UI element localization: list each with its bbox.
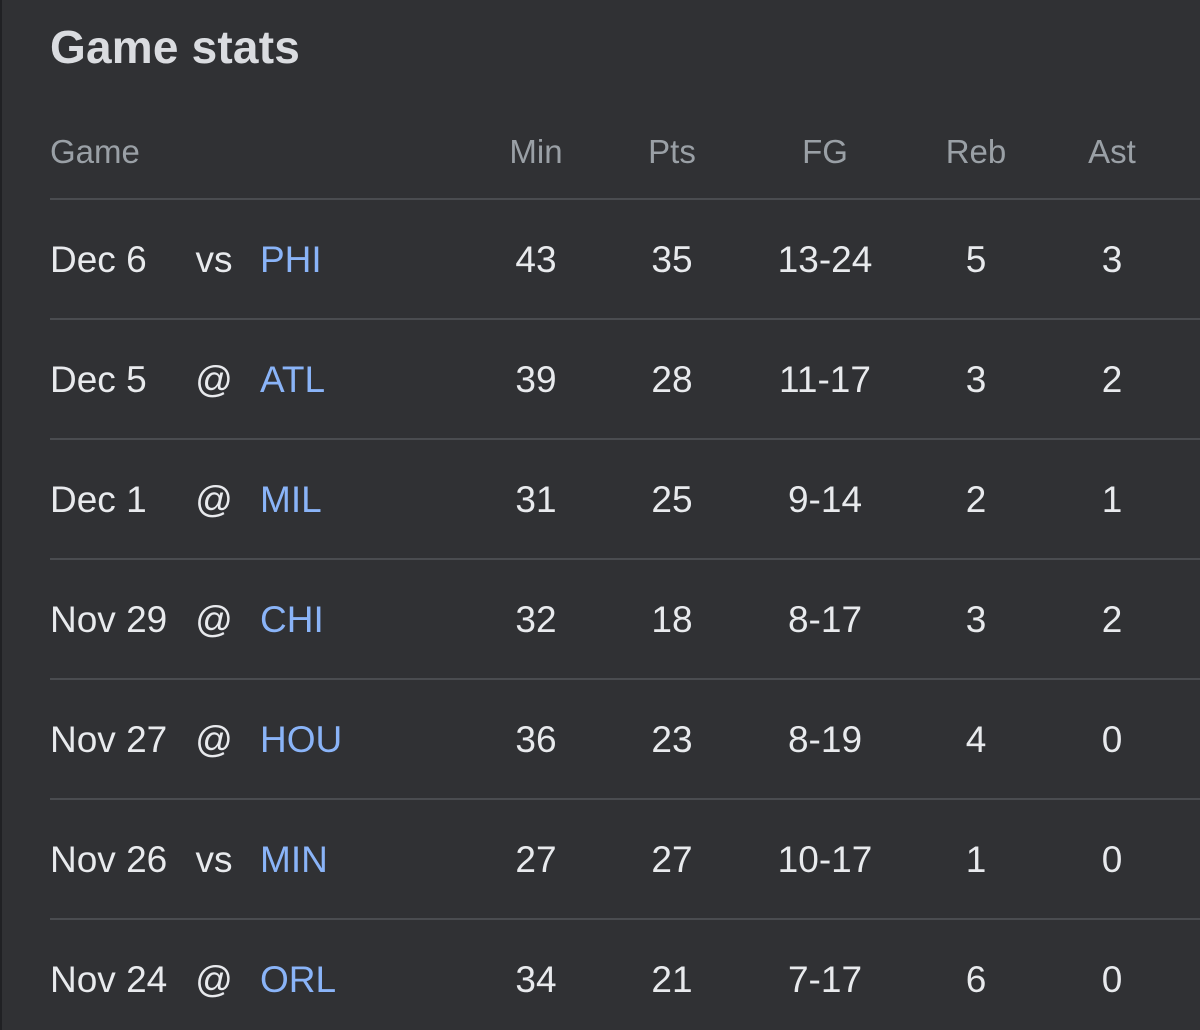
game-location: @ xyxy=(195,599,233,640)
stat-reb: 1 xyxy=(965,839,987,880)
header-fg: FG xyxy=(802,133,848,170)
stat-ast: 0 xyxy=(1101,839,1123,880)
header-reb: Reb xyxy=(945,133,1007,170)
stat-min: 43 xyxy=(515,239,557,280)
stat-ast: 1 xyxy=(1101,479,1123,520)
game-date: Dec 5 xyxy=(50,359,147,400)
stat-reb: 3 xyxy=(965,359,987,400)
game-date: Nov 24 xyxy=(50,959,168,1000)
table-row[interactable]: Dec 6 vs PHI 43 35 13-24 5 3 xyxy=(50,200,1200,320)
game-location: @ xyxy=(195,719,233,760)
stat-pts: 18 xyxy=(651,599,693,640)
opponent-link[interactable]: ATL xyxy=(260,359,326,400)
table-row[interactable]: Nov 24 @ ORL 34 21 7-17 6 0 xyxy=(50,920,1200,1030)
table-row[interactable]: Dec 1 @ MIL 31 25 9-14 2 1 xyxy=(50,440,1200,560)
stat-fg: 13-24 xyxy=(777,239,873,280)
header-game: Game xyxy=(50,133,140,170)
stat-ast: 2 xyxy=(1101,599,1123,640)
header-min: Min xyxy=(509,133,563,170)
card-title: Game stats xyxy=(50,21,301,73)
stat-reb: 4 xyxy=(965,719,987,760)
header-ast: Ast xyxy=(1088,133,1136,170)
stat-pts: 23 xyxy=(651,719,693,760)
stat-reb: 3 xyxy=(965,599,987,640)
stat-ast: 3 xyxy=(1101,239,1123,280)
game-date: Nov 29 xyxy=(50,599,168,640)
game-location: @ xyxy=(195,959,233,1000)
stat-pts: 28 xyxy=(651,359,693,400)
game-date: Nov 26 xyxy=(50,839,168,880)
stat-fg: 9-14 xyxy=(787,479,863,520)
opponent-link[interactable]: CHI xyxy=(260,599,324,640)
stat-reb: 6 xyxy=(965,959,987,1000)
stat-pts: 35 xyxy=(651,239,693,280)
opponent-link[interactable]: MIL xyxy=(260,479,322,520)
table-row[interactable]: Dec 5 @ ATL 39 28 11-17 3 2 xyxy=(50,320,1200,440)
opponent-link[interactable]: HOU xyxy=(260,719,343,760)
stat-pts: 27 xyxy=(651,839,693,880)
stat-min: 34 xyxy=(515,959,557,1000)
table-header-row: Game Min Pts FG Reb Ast xyxy=(50,112,1200,200)
stat-fg: 11-17 xyxy=(779,359,871,400)
table-row[interactable]: Nov 26 vs MIN 27 27 10-17 1 0 xyxy=(50,800,1200,920)
stat-pts: 25 xyxy=(651,479,693,520)
game-date: Nov 27 xyxy=(50,719,168,760)
game-location: @ xyxy=(195,479,233,520)
game-location: vs xyxy=(195,839,233,880)
stat-reb: 2 xyxy=(965,479,987,520)
header-pts: Pts xyxy=(648,133,696,170)
stat-fg: 8-19 xyxy=(787,719,863,760)
stat-min: 36 xyxy=(515,719,557,760)
stat-min: 39 xyxy=(515,359,557,400)
stat-fg: 8-17 xyxy=(787,599,863,640)
stat-min: 32 xyxy=(515,599,557,640)
stat-ast: 2 xyxy=(1101,359,1123,400)
stat-fg: 10-17 xyxy=(777,839,873,880)
game-stats-table: Game Min Pts FG Reb Ast Dec 6 vs PHI 43 … xyxy=(50,112,1200,1030)
stat-ast: 0 xyxy=(1101,959,1123,1000)
game-location: @ xyxy=(195,359,233,400)
stat-pts: 21 xyxy=(651,959,693,1000)
opponent-link[interactable]: PHI xyxy=(260,239,322,280)
table-row[interactable]: Nov 29 @ CHI 32 18 8-17 3 2 xyxy=(50,560,1200,680)
stat-min: 31 xyxy=(515,479,557,520)
stat-reb: 5 xyxy=(965,239,987,280)
opponent-link[interactable]: MIN xyxy=(260,839,328,880)
game-date: Dec 1 xyxy=(50,479,147,520)
game-location: vs xyxy=(195,239,233,280)
table-row[interactable]: Nov 27 @ HOU 36 23 8-19 4 0 xyxy=(50,680,1200,800)
game-date: Dec 6 xyxy=(50,239,147,280)
opponent-link[interactable]: ORL xyxy=(260,959,337,1000)
stat-fg: 7-17 xyxy=(787,959,863,1000)
stat-min: 27 xyxy=(515,839,557,880)
stat-ast: 0 xyxy=(1101,719,1123,760)
